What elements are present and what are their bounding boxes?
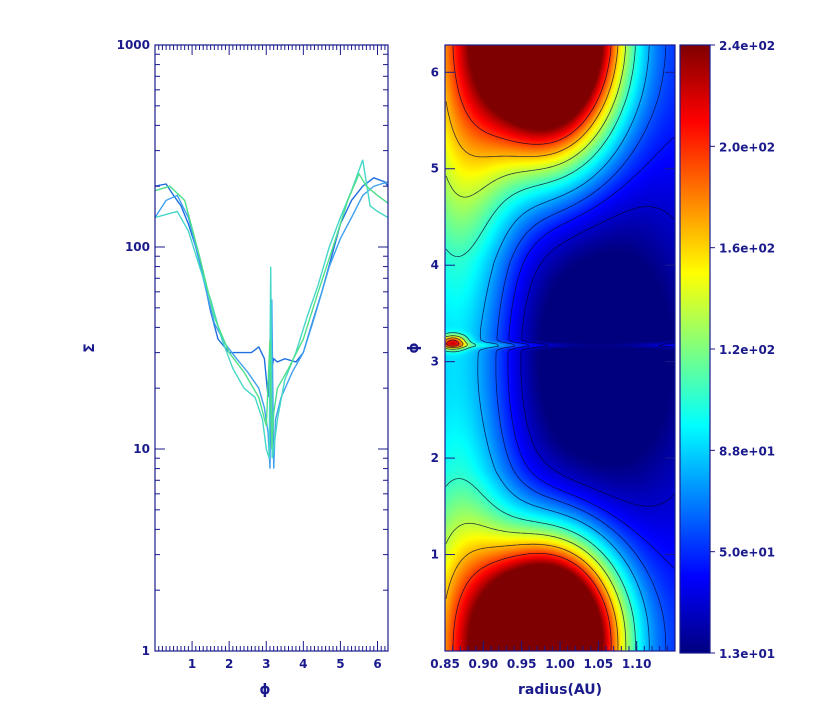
heatmap-x-tick-label: 0.85 xyxy=(430,657,460,671)
x-tick-label: 4 xyxy=(299,657,307,671)
heatmap-x-axis-label: radius(AU) xyxy=(518,682,602,698)
colorbar-tick-label: 1.6e+02 xyxy=(719,242,775,256)
contour-level xyxy=(507,136,675,569)
contour-level xyxy=(477,45,650,651)
x-tick-label: 1 xyxy=(188,657,196,671)
heatmap-y-tick-label: 1 xyxy=(431,548,439,562)
heatmap-y-tick-label: 4 xyxy=(431,258,439,272)
colorbar-tick-label: 1.2e+02 xyxy=(719,343,775,357)
left-line-plot: 1 2 3 4 5 6 1 10 100 1000 ϕ Σ xyxy=(82,38,389,698)
colorbar: 1.3e+01 5.0e+01 8.8e+01 1.2e+02 1.6e+02 2.0e+… xyxy=(679,39,775,661)
contour-level xyxy=(445,45,627,651)
left-x-axis-label: ϕ xyxy=(259,682,270,698)
colorbar-tick-label: 2.0e+02 xyxy=(719,140,775,154)
left-y-axis-label: Σ xyxy=(82,343,98,353)
x-tick-label: 3 xyxy=(262,657,270,671)
x-tick-label: 2 xyxy=(225,657,233,671)
heatmap-y-axis-label: ϕ xyxy=(406,342,422,353)
contour-level xyxy=(495,46,667,650)
colorbar-tick-label: 2.4e+02 xyxy=(719,39,775,53)
heatmap-y-tick-label: 6 xyxy=(431,65,439,79)
colorbar-tick-label: 8.8e+01 xyxy=(719,444,775,458)
contour-level xyxy=(445,45,619,650)
heatmap-y-tick-label: 3 xyxy=(431,355,439,369)
left-plot-frame xyxy=(154,44,389,652)
left-tick-group: 1 2 3 4 5 6 1 10 100 1000 xyxy=(117,38,388,671)
y-tick-label: 1 xyxy=(142,644,150,658)
contour-lines xyxy=(445,45,675,651)
colorbar-tick-group: 1.3e+01 5.0e+01 8.8e+01 1.2e+02 1.6e+02 2.0e+… xyxy=(710,39,775,661)
y-tick-label: 10 xyxy=(133,442,150,456)
heatmap-y-tick-label: 2 xyxy=(431,451,439,465)
heatmap-x-tick-label: 0.95 xyxy=(507,657,537,671)
left-series-group xyxy=(154,159,389,469)
series-line-4 xyxy=(154,172,389,450)
x-tick-label: 6 xyxy=(373,657,381,671)
contour-level xyxy=(520,206,675,507)
colorbar-tick-label: 5.0e+01 xyxy=(719,546,775,560)
heatmap-tick-group: 0.85 0.90 0.95 1.00 1.05 1.10 1 2 3 4 5 6 xyxy=(430,65,675,671)
heatmap-x-tick-label: 1.10 xyxy=(622,657,652,671)
heatmap-y-tick-label: 5 xyxy=(431,162,439,176)
heatmap-x-tick-label: 0.90 xyxy=(469,657,499,671)
heatmap-x-tick-label: 1.05 xyxy=(584,657,614,671)
y-tick-label: 1000 xyxy=(117,38,150,52)
contour-level xyxy=(445,46,636,650)
colorbar-gradient xyxy=(680,45,710,653)
colorbar-tick-label: 1.3e+01 xyxy=(719,647,775,661)
right-heatmap-plot: 0.85 0.90 0.95 1.00 1.05 1.10 1 2 3 4 5 6 radius(AU… xyxy=(406,44,676,698)
heatmap-x-tick-label: 1.00 xyxy=(545,657,575,671)
series-line-2 xyxy=(154,181,389,469)
contour-level xyxy=(445,45,612,651)
x-tick-label: 5 xyxy=(336,657,344,671)
y-tick-label: 100 xyxy=(125,240,150,254)
